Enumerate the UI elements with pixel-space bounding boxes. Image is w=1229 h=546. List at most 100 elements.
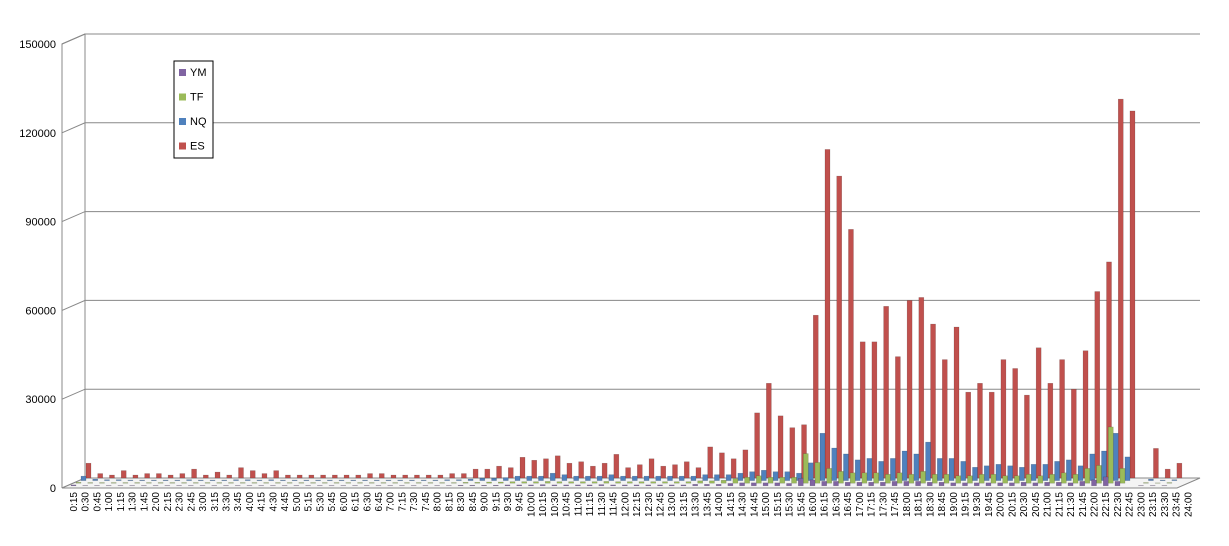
bar — [737, 472, 744, 481]
bar — [256, 479, 263, 481]
bar — [491, 477, 497, 481]
bar — [622, 484, 628, 487]
x-tick-label: 14:15 — [726, 492, 737, 517]
legend-swatch — [179, 69, 186, 76]
bar — [859, 341, 866, 479]
bar — [179, 473, 186, 479]
bar — [683, 461, 690, 479]
bar — [903, 481, 910, 487]
bar — [779, 477, 786, 484]
bar — [285, 474, 291, 479]
bar — [1030, 464, 1037, 481]
bar — [402, 474, 408, 479]
bar — [519, 457, 526, 479]
x-tick-label: 17:15 — [867, 492, 878, 517]
bar — [891, 481, 898, 487]
bar — [821, 481, 827, 487]
bar — [1101, 450, 1107, 481]
bar — [742, 449, 749, 479]
y-tick-label: 0 — [50, 483, 56, 495]
bar — [1082, 350, 1089, 479]
bar — [462, 482, 469, 484]
bar — [338, 479, 345, 481]
bar — [508, 467, 514, 479]
bar — [580, 481, 586, 484]
bar — [732, 478, 739, 484]
bar — [151, 479, 157, 481]
bar — [786, 483, 792, 487]
bar — [730, 458, 737, 479]
bar — [1012, 368, 1018, 479]
bar — [719, 452, 725, 479]
bar — [526, 475, 532, 481]
bar — [943, 474, 950, 484]
bar — [543, 458, 549, 479]
x-tick-label: 6:30 — [362, 492, 373, 512]
x-tick-label: 2:15 — [163, 492, 174, 512]
bar — [962, 482, 968, 487]
bar — [415, 482, 422, 484]
bar — [620, 475, 626, 481]
x-tick-label: 9:45 — [515, 492, 526, 512]
bar — [156, 473, 162, 479]
x-tick-label: 5:00 — [292, 492, 303, 512]
bar — [1164, 468, 1171, 479]
bar — [784, 471, 791, 481]
x-tick-label: 10:00 — [526, 492, 537, 517]
bar — [479, 477, 486, 481]
x-tick-label: 12:15 — [632, 492, 643, 517]
bar — [320, 474, 326, 479]
bar — [554, 455, 561, 479]
x-tick-label: 7:30 — [409, 492, 420, 512]
x-tick-label: 18:15 — [914, 492, 925, 517]
x-tick-label: 15:45 — [796, 492, 807, 517]
x-tick-label: 22:30 — [1113, 492, 1124, 517]
bar — [1025, 474, 1032, 484]
bar — [871, 341, 878, 479]
bar — [767, 477, 774, 484]
bar — [251, 482, 258, 484]
x-tick-label: 1:30 — [128, 492, 139, 512]
x-tick-label: 8:00 — [433, 492, 444, 512]
bar — [809, 479, 816, 487]
bar — [927, 481, 933, 487]
x-tick-label: 11:45 — [609, 492, 620, 517]
bar — [813, 314, 819, 479]
x-tick-label: 13:15 — [679, 492, 690, 517]
bar — [920, 471, 926, 484]
bar — [756, 475, 762, 484]
bar — [1153, 448, 1159, 479]
x-tick-label: 8:45 — [468, 492, 479, 512]
bar — [216, 482, 223, 484]
bar — [228, 482, 234, 484]
bar — [814, 462, 821, 484]
x-tick-label: 12:30 — [644, 492, 655, 517]
x-tick-label: 7:15 — [397, 492, 408, 512]
legend-label: YM — [190, 67, 207, 79]
bar — [610, 484, 616, 487]
y-tick-label: 60000 — [25, 305, 56, 317]
bar — [844, 481, 851, 487]
bar — [380, 482, 387, 484]
bar — [1020, 481, 1027, 487]
bar — [950, 482, 956, 487]
bar — [286, 482, 293, 484]
bar — [831, 447, 837, 481]
bar — [798, 478, 804, 487]
y-tick-label: 30000 — [25, 394, 56, 406]
bar — [697, 480, 703, 484]
bar — [333, 482, 340, 484]
legend-swatch — [179, 93, 186, 101]
bar — [960, 461, 966, 481]
bar — [1044, 481, 1050, 487]
bar — [1096, 465, 1102, 484]
bar — [591, 481, 598, 484]
bar — [390, 474, 397, 479]
bar — [695, 467, 702, 479]
bar — [1059, 359, 1065, 479]
bar — [1002, 475, 1008, 484]
bar — [953, 326, 960, 479]
bar — [139, 479, 145, 481]
bar — [625, 467, 631, 479]
